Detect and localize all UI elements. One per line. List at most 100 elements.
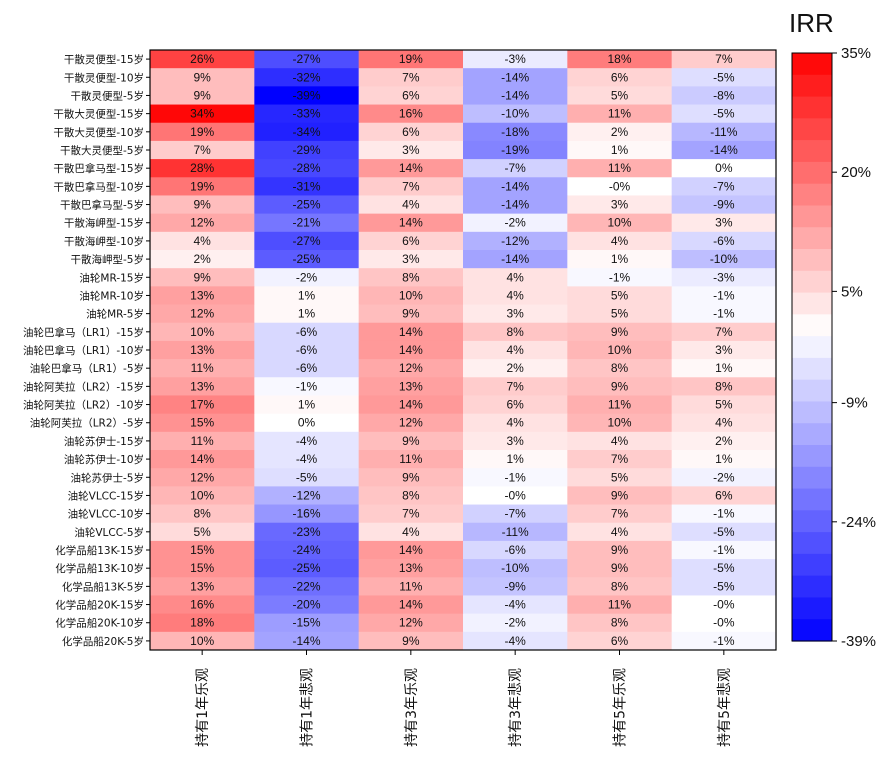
cell-value-label: 14% bbox=[399, 398, 423, 412]
heatmap-cell bbox=[150, 159, 255, 178]
row-label: 油轮MR-10岁 bbox=[79, 289, 144, 302]
heatmap-cell bbox=[150, 359, 255, 378]
cell-value-label: -20% bbox=[292, 598, 320, 612]
cell-value-label: 3% bbox=[402, 143, 420, 157]
heatmap-cell bbox=[358, 504, 464, 524]
heatmap-cell bbox=[150, 68, 255, 87]
heatmap-cell bbox=[358, 540, 464, 560]
heatmap-cell bbox=[567, 577, 673, 596]
heatmap-cell bbox=[671, 631, 777, 651]
cell-value-label: 4% bbox=[193, 234, 211, 248]
heatmap-cell bbox=[254, 86, 360, 106]
cell-value-label: 8% bbox=[611, 616, 629, 630]
heatmap-cell bbox=[358, 631, 464, 651]
cell-value-label: 11% bbox=[191, 361, 214, 375]
row-label: 干散灵便型-5岁 bbox=[71, 89, 144, 102]
colorbar-segment bbox=[792, 336, 832, 359]
cell-value-label: 9% bbox=[193, 70, 211, 84]
colorbar-tick-label: -24% bbox=[841, 514, 876, 531]
cell-value-label: -7% bbox=[713, 179, 735, 193]
row-label: 油轮苏伊士-10岁 bbox=[64, 453, 144, 466]
cell-value-label: 4% bbox=[506, 288, 524, 302]
cell-value-label: 11% bbox=[399, 452, 422, 466]
heatmap-cell bbox=[150, 413, 255, 433]
cell-value-label: 2% bbox=[506, 361, 524, 375]
row-label: 化学品船20K-10岁 bbox=[55, 617, 144, 630]
colorbar-segment bbox=[792, 488, 832, 511]
heatmap-cell bbox=[463, 177, 568, 196]
heatmap-cell bbox=[671, 504, 777, 524]
row-label: 油轮VLCC-15岁 bbox=[68, 489, 144, 502]
colorbar-segment bbox=[792, 423, 832, 446]
heatmap-cell bbox=[567, 177, 673, 196]
heatmap-cell bbox=[358, 159, 464, 178]
cell-value-label: -10% bbox=[710, 252, 738, 266]
heatmap-cell bbox=[463, 504, 568, 524]
cell-value-label: 14% bbox=[190, 452, 214, 466]
heatmap-cell bbox=[463, 540, 568, 560]
heatmap-cell bbox=[463, 431, 568, 451]
cell-value-label: -11% bbox=[502, 525, 529, 539]
cell-value-label: -1% bbox=[713, 634, 735, 648]
cell-value-label: 10% bbox=[190, 488, 214, 502]
cell-value-label: 26% bbox=[190, 52, 214, 66]
cell-value-label: 11% bbox=[608, 161, 631, 175]
cell-value-label: 9% bbox=[402, 470, 420, 484]
row-label: 化学品船13K-5岁 bbox=[62, 580, 144, 593]
heatmap-cell bbox=[567, 613, 673, 633]
heatmap-cell bbox=[671, 431, 777, 451]
cell-value-label: -12% bbox=[501, 234, 529, 248]
cell-value-label: 6% bbox=[506, 398, 524, 412]
column-label: 持有3年乐观 bbox=[404, 668, 420, 747]
cell-value-label: 11% bbox=[608, 107, 631, 121]
heatmap-cell bbox=[671, 195, 777, 215]
heatmap-cell bbox=[358, 559, 464, 578]
cell-value-label: 11% bbox=[191, 434, 214, 448]
cell-value-label: 11% bbox=[399, 579, 422, 593]
cell-value-label: 14% bbox=[399, 216, 423, 230]
heatmap-cell bbox=[254, 413, 360, 433]
heatmap-cell bbox=[463, 268, 568, 287]
heatmap-cell bbox=[358, 340, 464, 360]
cell-value-label: 8% bbox=[611, 361, 629, 375]
cell-value-label: 2% bbox=[193, 252, 211, 266]
heatmap-cell bbox=[254, 340, 360, 360]
cell-value-label: -8% bbox=[713, 88, 735, 102]
heatmap-cell bbox=[567, 413, 673, 433]
cell-value-label: -0% bbox=[504, 488, 526, 502]
heatmap-cell bbox=[254, 431, 360, 451]
heatmap-cell bbox=[358, 522, 464, 542]
row-label: 化学品船13K-10岁 bbox=[55, 562, 144, 575]
cell-value-label: -5% bbox=[713, 579, 735, 593]
heatmap-cell bbox=[150, 50, 255, 69]
cell-value-label: 13% bbox=[399, 379, 423, 393]
cell-value-label: -14% bbox=[501, 198, 529, 212]
cell-value-label: 34% bbox=[190, 107, 214, 121]
cell-value-label: -12% bbox=[292, 488, 320, 502]
heatmap-cell bbox=[671, 613, 777, 633]
heatmap-cell bbox=[254, 140, 360, 160]
cell-value-label: 5% bbox=[611, 288, 629, 302]
cell-value-label: 12% bbox=[399, 416, 423, 430]
colorbar-segment bbox=[792, 292, 832, 315]
cell-value-label: -1% bbox=[713, 288, 735, 302]
colorbar-segment bbox=[792, 553, 832, 577]
heatmap-cell bbox=[463, 322, 568, 342]
cell-value-label: -39% bbox=[292, 88, 320, 102]
heatmap-cell bbox=[254, 304, 360, 324]
cell-value-label: 5% bbox=[611, 470, 629, 484]
heatmap-cell bbox=[671, 413, 777, 433]
cell-value-label: -9% bbox=[713, 198, 735, 212]
heatmap-cell bbox=[463, 359, 568, 378]
heatmap-cell-labels: 26% -27% 19% -3% 18% 7% 9% -32% 7% -14% 6% -5% 9% -39… bbox=[190, 52, 738, 648]
heatmap-cell bbox=[463, 377, 568, 396]
cell-value-label: 9% bbox=[611, 325, 629, 339]
heatmap-cell bbox=[567, 50, 673, 69]
heatmap-cell bbox=[463, 68, 568, 87]
row-label: 油轮苏伊士-5岁 bbox=[71, 471, 144, 484]
colorbar-tick-label: 35% bbox=[841, 45, 871, 62]
cell-value-label: 4% bbox=[506, 270, 524, 284]
heatmap-cell bbox=[567, 268, 673, 287]
heatmap-cell bbox=[254, 359, 360, 378]
cell-value-label: 3% bbox=[506, 434, 524, 448]
